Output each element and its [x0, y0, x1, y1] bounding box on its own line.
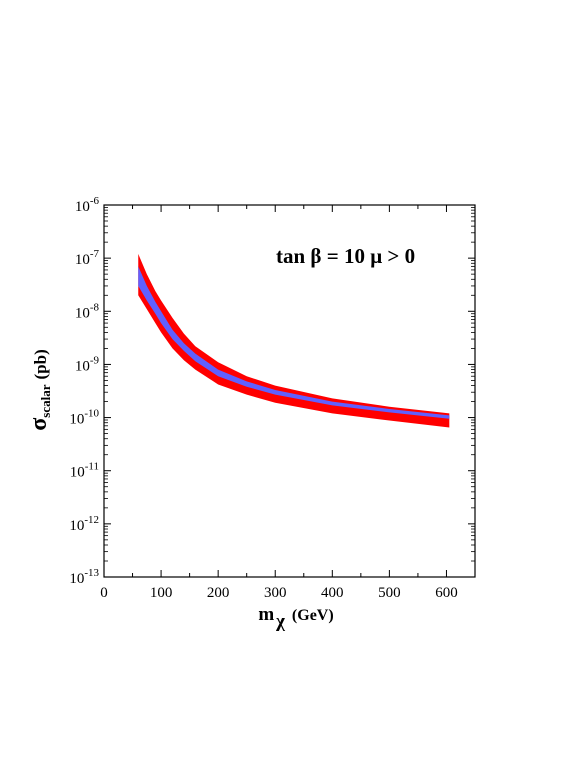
y-axis-symbol: σ — [26, 418, 52, 431]
x-tick-label: 500 — [378, 585, 401, 601]
y-axis-unit: (pb) — [31, 349, 50, 379]
x-tick-label: 0 — [100, 585, 108, 601]
y-tick-label: 10-12 — [69, 514, 99, 534]
y-tick-label: 10-10 — [69, 408, 99, 428]
x-axis-title: m χ (GeV) — [258, 604, 333, 632]
x-axis-unit: (GeV) — [292, 607, 334, 624]
tick-labels-layer: 0 100 200 300 400 500 600 10-13 10-12 10-11 10-10 1… — [69, 195, 457, 601]
y-axis-title: σscalar (pb) — [26, 349, 53, 431]
bands-layer — [138, 253, 450, 428]
y-tick-label: 10-8 — [75, 301, 100, 321]
plot-frame — [103, 204, 476, 578]
ticks-layer — [103, 204, 475, 578]
y-axis-subscript: scalar — [38, 384, 53, 417]
y-tick-label: 10-7 — [75, 248, 100, 268]
x-tick-label: 400 — [321, 585, 344, 601]
y-tick-label: 10-6 — [75, 195, 100, 215]
band-0 — [138, 253, 450, 428]
x-tick-label: 300 — [264, 585, 287, 601]
x-axis-symbol: m — [258, 604, 274, 625]
x-axis-subscript: χ — [275, 611, 285, 632]
x-tick-label: 600 — [435, 585, 458, 601]
y-tick-label: 10-9 — [75, 354, 100, 374]
y-tick-label: 10-11 — [70, 461, 99, 481]
annotation: tan β = 10 μ > 0 — [276, 244, 415, 268]
x-tick-label: 200 — [207, 585, 230, 601]
y-tick-label: 10-13 — [69, 567, 99, 587]
x-tick-label: 100 — [150, 585, 173, 601]
